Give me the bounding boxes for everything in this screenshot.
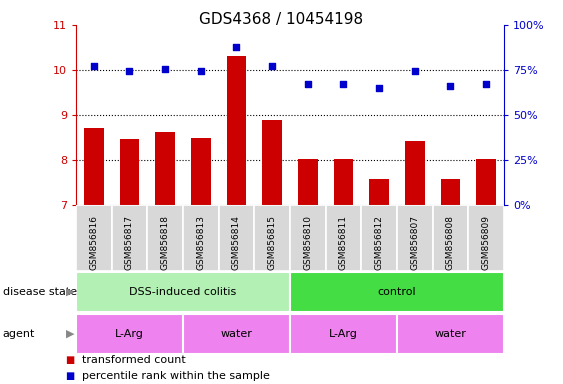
FancyBboxPatch shape (468, 205, 504, 271)
Point (339, 81, 348, 87)
FancyBboxPatch shape (397, 314, 504, 354)
FancyBboxPatch shape (76, 271, 290, 312)
FancyBboxPatch shape (432, 205, 468, 271)
FancyBboxPatch shape (148, 205, 183, 271)
Text: GSM856808: GSM856808 (446, 215, 455, 270)
Text: L-Arg: L-Arg (115, 329, 144, 339)
FancyBboxPatch shape (111, 205, 148, 271)
Text: ▶: ▶ (66, 287, 75, 297)
FancyBboxPatch shape (290, 205, 325, 271)
FancyBboxPatch shape (290, 271, 504, 312)
Bar (120, 139, 139, 205)
FancyBboxPatch shape (361, 205, 397, 271)
Text: GDS4368 / 10454198: GDS4368 / 10454198 (199, 12, 364, 26)
Text: L-Arg: L-Arg (329, 329, 358, 339)
Text: GSM856811: GSM856811 (339, 215, 348, 270)
Text: GSM856818: GSM856818 (160, 215, 169, 270)
FancyBboxPatch shape (76, 205, 111, 271)
Text: GSM856812: GSM856812 (374, 215, 383, 270)
Point (481, 81, 490, 87)
Point (90, 63, 99, 70)
FancyBboxPatch shape (397, 205, 432, 271)
Text: ■: ■ (65, 355, 74, 365)
Point (446, 83, 455, 89)
Point (267, 63, 276, 69)
Text: percentile rank within the sample: percentile rank within the sample (82, 371, 270, 381)
Text: GSM856810: GSM856810 (303, 215, 312, 270)
Bar (155, 132, 175, 205)
Bar (298, 159, 318, 205)
Text: GSM856816: GSM856816 (90, 215, 99, 270)
FancyBboxPatch shape (325, 205, 361, 271)
FancyBboxPatch shape (76, 314, 183, 354)
Point (232, 43, 241, 50)
FancyBboxPatch shape (218, 205, 254, 271)
FancyBboxPatch shape (183, 205, 218, 271)
FancyBboxPatch shape (183, 314, 290, 354)
Bar (441, 179, 460, 205)
Point (374, 85, 383, 91)
Text: transformed count: transformed count (82, 355, 185, 365)
Text: agent: agent (3, 329, 35, 339)
Text: GSM856813: GSM856813 (196, 215, 205, 270)
Text: GSM856814: GSM856814 (232, 215, 241, 270)
Text: DSS-induced colitis: DSS-induced colitis (129, 287, 236, 297)
FancyBboxPatch shape (254, 205, 290, 271)
Bar (84, 128, 104, 205)
Bar (405, 141, 425, 205)
Bar (227, 56, 246, 205)
Bar (191, 138, 211, 205)
Bar (334, 159, 353, 205)
Bar (369, 179, 389, 205)
Point (125, 68, 134, 74)
Text: water: water (435, 329, 466, 339)
Text: GSM856809: GSM856809 (481, 215, 490, 270)
Text: GSM856807: GSM856807 (410, 215, 419, 270)
Text: ▶: ▶ (66, 329, 75, 339)
Bar (476, 159, 496, 205)
Point (303, 81, 312, 87)
FancyBboxPatch shape (290, 314, 397, 354)
Bar (262, 120, 282, 205)
Text: GSM856817: GSM856817 (125, 215, 134, 270)
Point (410, 68, 419, 74)
Point (196, 68, 205, 74)
Text: water: water (221, 329, 252, 339)
Point (160, 66, 169, 72)
Text: ■: ■ (65, 371, 74, 381)
Text: disease state: disease state (3, 287, 77, 297)
Text: control: control (378, 287, 416, 297)
Text: GSM856815: GSM856815 (267, 215, 276, 270)
